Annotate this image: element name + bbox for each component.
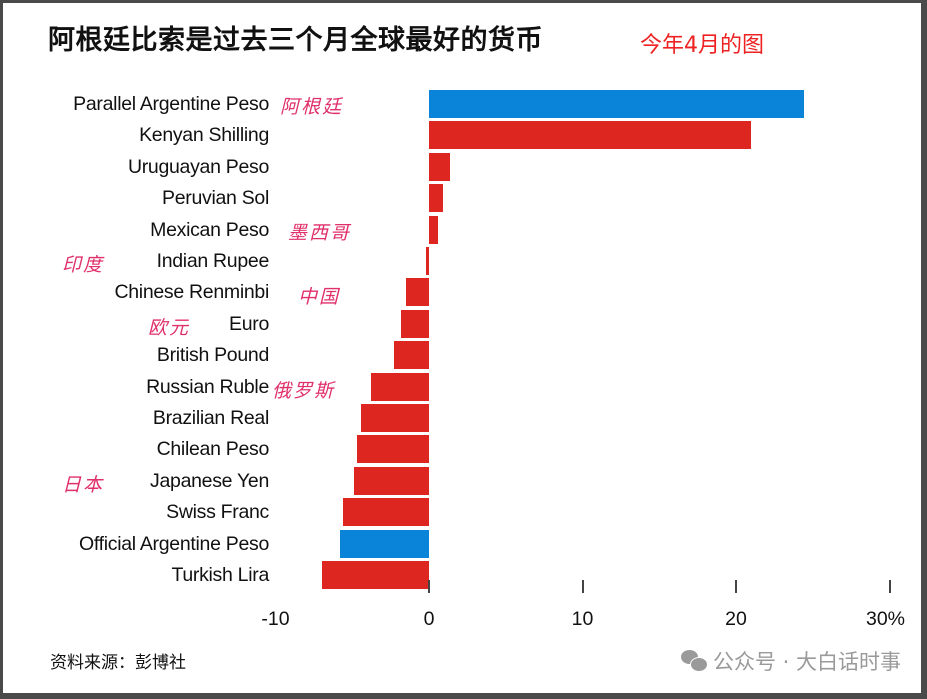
- bar: [429, 215, 439, 244]
- bar: [356, 435, 429, 464]
- handwritten-annotation: 俄罗斯: [272, 380, 336, 402]
- bar: [393, 341, 429, 370]
- category-label: Brazilian Real: [152, 407, 269, 429]
- category-label: British Pound: [156, 344, 269, 367]
- axis-tick-label: 30%: [865, 608, 906, 630]
- bar: [343, 498, 429, 527]
- bar: [401, 309, 429, 338]
- category-label: Russian Ruble: [146, 375, 269, 398]
- watermark: 公众号 · 大白话时事: [680, 646, 901, 676]
- category-label: Kenyan Shilling: [139, 124, 269, 147]
- axis-tick-label: 10: [571, 608, 594, 630]
- bar: [361, 404, 429, 432]
- category-label: Japanese Yen: [150, 469, 269, 492]
- axis-tick-label: -10: [261, 608, 290, 630]
- bar: [429, 121, 752, 150]
- axis-tick: [428, 580, 430, 593]
- axis-tick: [735, 580, 737, 593]
- handwritten-annotation: 欧元: [148, 317, 191, 339]
- bar: [425, 247, 429, 275]
- bar: [339, 529, 429, 558]
- category-label: Euro: [229, 312, 269, 335]
- bar: [429, 184, 443, 213]
- source-note: 资料来源：彭博社: [50, 653, 186, 673]
- category-label: Swiss Franc: [166, 501, 269, 524]
- date-note: 今年4月的图: [640, 33, 764, 58]
- category-label: Turkish Lira: [171, 564, 269, 586]
- chart-title: 阿根廷比索是过去三个月全球最好的货币: [48, 25, 543, 56]
- chart-frame: [3, 3, 921, 693]
- handwritten-annotation: 中国: [298, 286, 341, 308]
- axis-tick-label: 0: [423, 608, 435, 630]
- watermark-text: 公众号 · 大白话时事: [712, 650, 901, 674]
- bar: [429, 90, 804, 118]
- handwritten-annotation: 日本: [62, 474, 105, 496]
- bar: [353, 466, 429, 495]
- bar: [405, 278, 429, 307]
- axis-tick: [581, 580, 584, 593]
- category-label: Official Argentine Peso: [78, 532, 269, 555]
- category-label: Indian Rupee: [156, 250, 270, 272]
- category-label: Mexican Peso: [150, 218, 269, 241]
- bar: [429, 152, 451, 181]
- handwritten-annotation: 印度: [62, 254, 105, 276]
- handwritten-annotation: 阿根廷: [280, 96, 344, 118]
- category-label: Peruvian Sol: [162, 187, 269, 210]
- category-label: Uruguayan Peso: [127, 155, 269, 178]
- wechat-icon: [680, 650, 708, 672]
- axis-tick: [888, 580, 891, 593]
- bar: [321, 561, 429, 589]
- handwritten-annotation: 墨西哥: [288, 222, 352, 244]
- category-label: Chilean Peso: [156, 438, 270, 461]
- axis-tick-label: 20: [725, 608, 747, 630]
- bar: [370, 372, 429, 401]
- category-label: Parallel Argentine Peso: [73, 93, 269, 115]
- category-label: Chinese Renminbi: [114, 281, 269, 304]
